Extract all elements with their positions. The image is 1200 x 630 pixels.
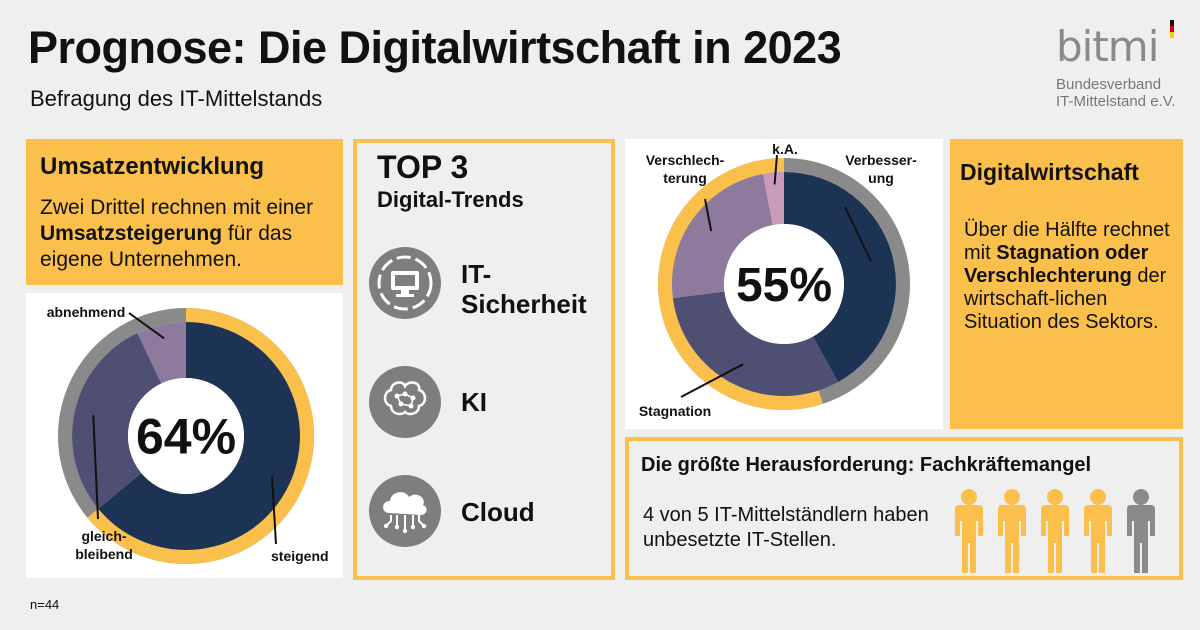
trends-title: TOP 3 [377, 149, 469, 185]
slice-label: steigend [271, 548, 329, 564]
people-icons [955, 489, 1155, 573]
center-label: 55% [736, 259, 832, 312]
umsatz-text: Zwei Drittel rechnen mit einer Umsatzste… [40, 195, 335, 273]
slice-label: abnehmend [47, 304, 126, 320]
center-label: 64% [136, 409, 236, 465]
donut-hole [128, 378, 244, 494]
highlight-arc [87, 308, 315, 564]
digital-box: Digitalwirtschaft Über die Hälfte rechne… [950, 139, 1183, 429]
umsatz-text-pre: Zwei Drittel rechnen mit einer [40, 196, 314, 219]
slice-verschlechterung [672, 173, 773, 299]
umsatz-chart-panel: 64% steigend gleich-bleibend abnehmend [26, 293, 343, 578]
trend-label-line1: IT- [461, 259, 492, 289]
trend-label-it-sicherheit: IT- Sicherheit [461, 259, 587, 319]
digital-heading: Digitalwirtschaft [960, 159, 1139, 185]
digital-chart-panel: 55% Verbesser-ung Stagnation Verschlech-ter… [625, 139, 943, 429]
person-icon [1041, 489, 1069, 573]
slice-label: gleich-bleibend [75, 528, 133, 562]
person-icon [955, 489, 983, 573]
umsatz-text-post: für das eigene Unternehmen. [40, 222, 293, 271]
page-subtitle: Befragung des IT-Mittelstands [30, 86, 323, 111]
digital-text: Über die Hälfte rechnet mit Stagnation o… [964, 219, 1179, 334]
slice-abnehmend [137, 322, 186, 384]
leader-line [704, 198, 713, 232]
leader-line [844, 206, 873, 263]
leader-line [773, 154, 778, 185]
person-icon [1084, 489, 1112, 573]
slice-label: k.A. [772, 141, 798, 157]
umsatz-donut-chart: 64% steigend gleich-bleibend abnehmend [47, 304, 329, 564]
donut-hole [724, 224, 844, 344]
trend-label-cloud: Cloud [461, 497, 535, 527]
trends-box: TOP 3 Digital-Trends IT- Sicherheit KI [353, 139, 615, 580]
sample-size-footnote: n=44 [30, 597, 60, 612]
slice-gleichbleibend [72, 332, 162, 509]
logo-wordmark: bitmi [1056, 22, 1159, 71]
digital-text-bold: Stagnation oder Verschlechterung [964, 242, 1149, 287]
bitmi-logo: bitmi Bundesverband IT-Mittelstand e.V. [1052, 20, 1184, 112]
umsatz-heading: Umsatzentwicklung [40, 153, 265, 180]
brain-icon [369, 366, 441, 438]
leader-line [680, 363, 744, 398]
umsatz-text-bold: Umsatzsteigerung [40, 222, 223, 245]
trend-label-ki: KI [461, 387, 487, 417]
fachkraefte-text: 4 von 5 IT-Mittelständlern haben unbeset… [643, 504, 929, 551]
digital-text-pre: Über die Hälfte rechnet mit [964, 219, 1170, 264]
monitor-icon [369, 247, 441, 319]
slice-label: Verbesser-ung [845, 152, 917, 186]
leader-line [270, 476, 277, 545]
flag-icon [1170, 20, 1174, 38]
fachkraefte-box: Die größte Herausforderung: Fachkräftema… [625, 437, 1183, 580]
slice-steigend [98, 322, 300, 550]
logo-line1: Bundesverband [1056, 76, 1162, 93]
page-title: Prognose: Die Digitalwirtschaft in 2023 [28, 22, 842, 73]
trend-label-line2: Sicherheit [461, 289, 587, 319]
umsatz-box: Umsatzentwicklung Zwei Drittel rechnen m… [26, 139, 343, 285]
slice-label: Stagnation [639, 403, 711, 419]
digital-donut-chart: 55% Verbesser-ung Stagnation Verschlech-ter… [639, 141, 917, 419]
trends-subtitle: Digital-Trends [377, 187, 524, 212]
person-icon [998, 489, 1026, 573]
fachkraefte-heading: Die größte Herausforderung: Fachkräftema… [641, 454, 1092, 476]
slice-verbesserung [784, 172, 896, 383]
slice-label: Verschlech-terung [646, 152, 725, 186]
leader-line [92, 415, 99, 520]
cloud-icon [369, 475, 441, 547]
digital-text-post: der wirtschaft-lichen Situation des Sekt… [964, 265, 1167, 333]
leader-line [128, 312, 165, 340]
slice-k-a- [763, 172, 784, 226]
logo-line2: IT-Mittelstand e.V. [1056, 93, 1176, 110]
slice-stagnation [672, 291, 838, 396]
person-icon [1127, 489, 1155, 573]
